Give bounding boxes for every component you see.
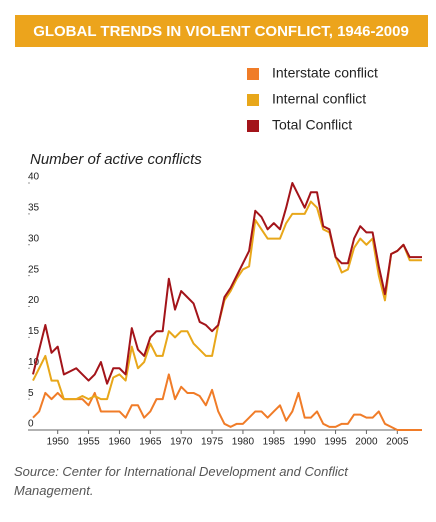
x-tick-label: 1980 xyxy=(232,437,255,448)
title-box xyxy=(15,15,428,47)
x-tick-label: 1950 xyxy=(47,437,70,448)
y-axis-label: Number of active conflicts xyxy=(30,151,202,168)
legend-label: Internal conflict xyxy=(272,91,366,107)
x-tick-label: 1970 xyxy=(170,437,193,448)
x-tick-label: 1990 xyxy=(294,437,317,448)
y-tick-label: 40 xyxy=(28,172,40,183)
legend-swatch xyxy=(247,120,259,132)
source-box: Source: Center for International Develop… xyxy=(14,464,348,498)
y-tick-label: 35 xyxy=(28,203,40,214)
x-tick-label: 2000 xyxy=(355,437,378,448)
x-tick-label: 1985 xyxy=(263,437,286,448)
y-tick-label: 25 xyxy=(28,264,40,275)
series-line xyxy=(32,182,422,385)
series-line xyxy=(32,373,422,431)
y-tick-label: 0 xyxy=(28,419,34,430)
legend-swatch xyxy=(247,94,259,106)
legend-label: Total Conflict xyxy=(272,117,352,133)
x-tick-label: 1955 xyxy=(77,437,100,448)
source: Source: Center for International Develop… xyxy=(14,464,348,498)
x-tick-label: 1960 xyxy=(108,437,131,448)
x-tick-label: 1995 xyxy=(324,437,347,448)
x-tick-label: 2005 xyxy=(386,437,409,448)
y-tick-label: 10 xyxy=(28,357,40,368)
series-line xyxy=(32,200,422,401)
y-tick-label: 15 xyxy=(28,326,40,337)
y-tick-label: 20 xyxy=(28,295,40,306)
legend-label: Interstate conflict xyxy=(272,65,378,81)
legend-swatch xyxy=(247,68,259,80)
x-tick-label: 1965 xyxy=(139,437,162,448)
y-tick-label: 30 xyxy=(28,233,40,244)
x-tick-label: 1975 xyxy=(201,437,224,448)
chart-title: GLOBAL TRENDS IN VIOLENT CONFLICT, 1946-… xyxy=(33,23,409,40)
y-tick-label: 5 xyxy=(28,388,34,399)
